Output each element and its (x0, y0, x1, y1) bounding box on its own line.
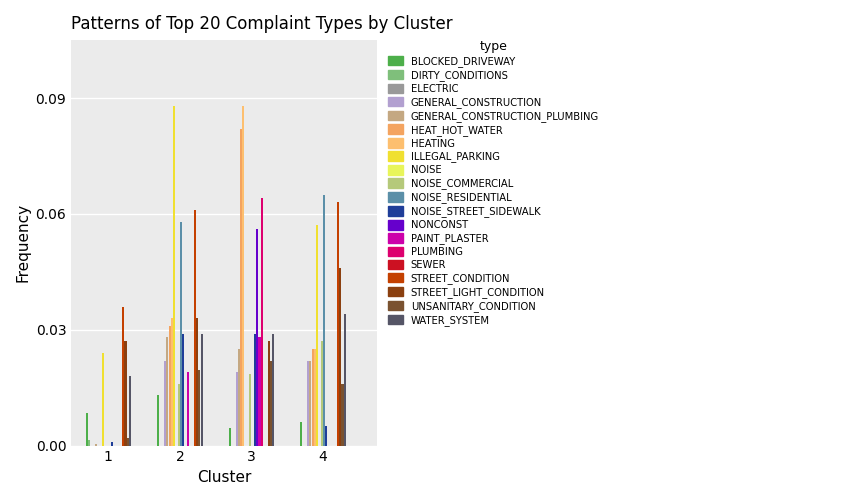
Bar (238, 349, 240, 446)
X-axis label: Cluster: Cluster (196, 470, 251, 485)
Bar (102, 353, 104, 446)
Bar (173, 106, 175, 446)
Bar (196, 318, 198, 446)
Bar (94, 444, 97, 446)
Bar (309, 360, 311, 446)
Text: Patterns of Top 20 Complaint Types by Cluster: Patterns of Top 20 Complaint Types by Cl… (71, 15, 453, 33)
Bar (300, 422, 303, 446)
Bar (258, 338, 261, 446)
Bar (229, 428, 230, 446)
Bar (187, 372, 189, 446)
Bar (180, 222, 182, 446)
Y-axis label: Frequency: Frequency (15, 204, 30, 282)
Bar (314, 349, 316, 446)
Bar (240, 129, 242, 446)
Bar (256, 230, 258, 446)
Bar (320, 342, 323, 446)
Bar (167, 338, 168, 446)
Bar (323, 194, 326, 446)
Bar (272, 334, 275, 446)
Bar (124, 342, 127, 446)
Bar (178, 384, 180, 446)
Bar (122, 306, 124, 446)
Bar (339, 268, 341, 446)
Bar (168, 326, 171, 446)
Bar (307, 360, 309, 446)
Bar (268, 342, 269, 446)
Bar (343, 314, 346, 446)
Bar (164, 360, 166, 446)
Bar (110, 442, 113, 446)
Bar (254, 334, 256, 446)
Bar (127, 438, 129, 446)
Bar (129, 376, 131, 446)
Bar (242, 106, 245, 446)
Bar (269, 360, 272, 446)
Bar (198, 370, 201, 446)
Legend: BLOCKED_DRIVEWAY, DIRTY_CONDITIONS, ELECTRIC, GENERAL_CONSTRUCTION, GENERAL_CONS: BLOCKED_DRIVEWAY, DIRTY_CONDITIONS, ELEC… (385, 37, 602, 329)
Bar (182, 334, 184, 446)
Bar (157, 396, 159, 446)
Bar (194, 210, 196, 446)
Bar (337, 202, 339, 446)
Bar (86, 413, 88, 446)
Bar (316, 226, 319, 446)
Bar (235, 372, 238, 446)
Bar (261, 198, 263, 446)
Bar (342, 384, 343, 446)
Bar (201, 334, 202, 446)
Bar (88, 440, 90, 446)
Bar (171, 318, 173, 446)
Bar (312, 349, 314, 446)
Bar (249, 374, 252, 446)
Bar (326, 426, 327, 446)
